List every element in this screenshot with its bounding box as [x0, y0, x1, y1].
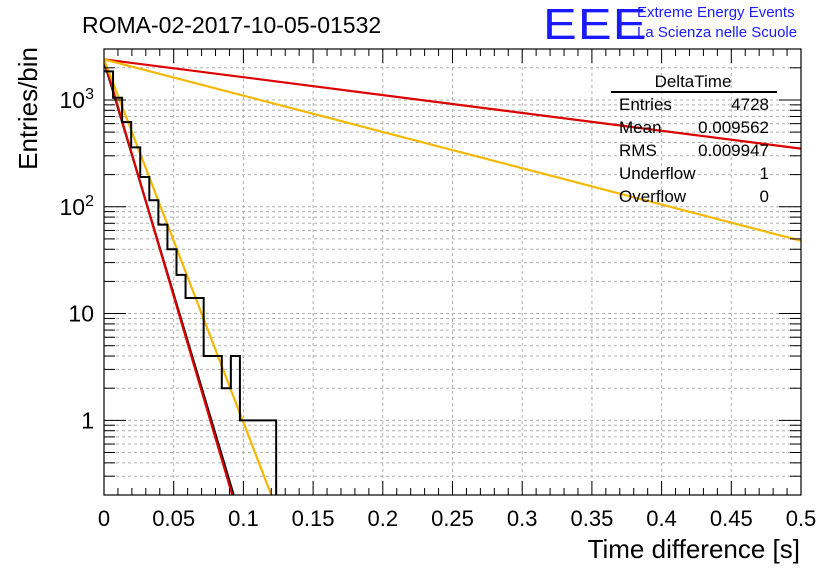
axis-ticks: [103, 48, 802, 496]
eee-logo: EEE: [543, 0, 648, 49]
x-tick-labels: 0 0.05 0.1 0.15 0.2 0.25 0.3 0.35 0.4 0.45 0.5: [98, 506, 816, 531]
x-tick-label: 0.15: [292, 506, 335, 531]
x-tick-label: 0.3: [507, 506, 538, 531]
x-tick-label: 0.05: [152, 506, 195, 531]
histogram-outline: [104, 70, 278, 495]
histogram-bin: [131, 147, 140, 495]
histogram-bin: [267, 420, 276, 495]
y-tick-label: 102: [60, 193, 95, 220]
logo-tagline-2: La Scienza nelle Scuole: [637, 24, 798, 41]
stats-value-mean: 0.009562: [698, 118, 769, 137]
histogram-bin: [113, 98, 122, 495]
y-tick-label: 103: [60, 86, 95, 113]
stats-label-entries: Entries: [619, 95, 672, 114]
x-tick-label: 0.45: [710, 506, 753, 531]
x-tick-label: 0.35: [570, 506, 613, 531]
x-tick-label: 0.5: [786, 506, 817, 531]
y-tick-label: 10: [68, 301, 94, 327]
histogram-bin: [186, 298, 195, 495]
fit-line-red-1: [104, 59, 234, 495]
histogram-layer: [104, 70, 278, 495]
stats-title: DeltaTime: [655, 72, 732, 91]
stats-label-mean: Mean: [619, 118, 662, 137]
fit-line-yellow-2: [104, 58, 273, 495]
x-tick-label: 0: [98, 506, 110, 531]
x-tick-label: 0.4: [646, 506, 677, 531]
run-title: ROMA-02-2017-10-05-01532: [82, 12, 381, 38]
stats-label-rms: RMS: [619, 141, 657, 160]
fit-line-yellow-4: [104, 58, 801, 242]
histogram-bin: [104, 71, 113, 495]
x-tick-label: 0.1: [228, 506, 259, 531]
stats-value-rms: 0.009947: [698, 141, 769, 160]
stats-value-overflow: 0: [760, 187, 769, 206]
logo-tagline-1: Extreme Energy Events: [637, 4, 795, 21]
stats-value-entries: 4728: [731, 95, 769, 114]
stats-value-underflow: 1: [760, 164, 769, 183]
x-tick-label: 0.2: [368, 506, 399, 531]
x-tick-label: 0.25: [431, 506, 474, 531]
y-tick-labels: 1 10 102 103: [60, 86, 95, 433]
histogram-bin: [258, 420, 267, 495]
y-axis-label: Entries/bin: [13, 47, 43, 170]
grid-lines: [104, 48, 801, 496]
x-axis-label: Time difference [s]: [588, 534, 800, 564]
histogram-bin: [149, 200, 158, 495]
histogram-bin: [122, 122, 131, 495]
histogram-bin: [140, 177, 149, 495]
stats-box: DeltaTime Entries 4728 Mean 0.009562 RMS…: [611, 72, 777, 206]
y-tick-label: 1: [81, 407, 94, 433]
stats-label-underflow: Underflow: [619, 164, 696, 183]
stats-label-overflow: Overflow: [619, 187, 687, 206]
fit-line-red-3: [104, 58, 801, 150]
